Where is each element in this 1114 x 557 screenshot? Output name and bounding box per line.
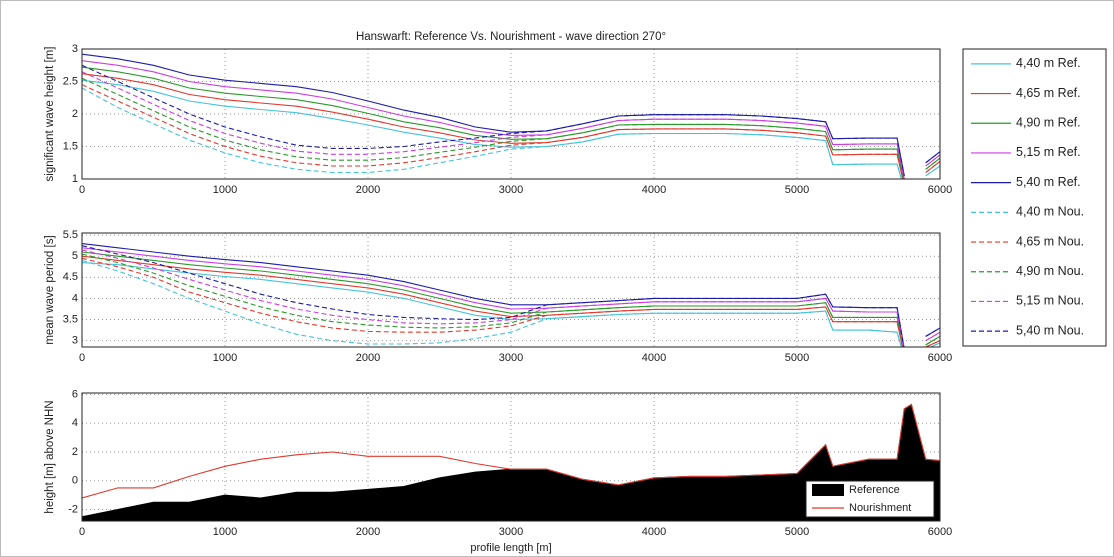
x-tick-label: 1000 xyxy=(213,526,237,538)
chart-title: Hanswarft: Reference Vs. Nourishment - w… xyxy=(356,31,666,43)
legend-label: Nourishment xyxy=(849,502,911,514)
legend-label: 4,90 m Ref. xyxy=(1016,116,1081,130)
x-tick-label: 4000 xyxy=(642,184,666,196)
line xyxy=(925,160,940,173)
line xyxy=(929,342,940,347)
y-tick-label: 1.5 xyxy=(63,140,78,152)
line xyxy=(925,157,940,170)
x-tick-label: 5000 xyxy=(785,184,809,196)
legend-label: 4,65 m Ref. xyxy=(1016,86,1081,100)
x-tick-label: 3000 xyxy=(499,526,523,538)
x-tick-label: 2000 xyxy=(356,184,380,196)
x-tick-label: 6000 xyxy=(928,526,952,538)
line xyxy=(925,151,940,164)
y-tick-label: 1 xyxy=(72,173,78,185)
series-group xyxy=(82,53,940,179)
series-group xyxy=(82,403,940,521)
line xyxy=(82,249,905,347)
line xyxy=(82,64,905,176)
y-axis-label: significant wave height [m] xyxy=(44,47,56,182)
legend-label: 5,40 m Nou. xyxy=(1016,323,1084,337)
x-tick-label: 1000 xyxy=(213,352,237,364)
y-tick-label: 3 xyxy=(72,43,78,55)
x-tick-label: 2000 xyxy=(356,526,380,538)
line xyxy=(82,257,904,347)
y-tick-label: 6 xyxy=(72,388,78,400)
x-tick-label: 5000 xyxy=(785,352,809,364)
line xyxy=(82,245,905,347)
line xyxy=(82,77,905,179)
y-tick-label: 2 xyxy=(72,446,78,458)
x-tick-label: 6000 xyxy=(928,352,952,364)
line xyxy=(82,87,903,179)
y-tick-label: 2.5 xyxy=(63,75,78,87)
y-axis-label: mean wave period [s] xyxy=(44,235,56,344)
legend-label: Reference xyxy=(849,484,900,496)
y-tick-label: 3 xyxy=(72,335,78,347)
legend-label: 5,15 m Nou. xyxy=(1016,294,1084,308)
line xyxy=(925,154,940,167)
line xyxy=(82,259,902,347)
line xyxy=(925,165,940,177)
x-tick-label: 0 xyxy=(79,184,85,196)
line xyxy=(82,251,904,347)
legend-label: 4,65 m Nou. xyxy=(1016,234,1084,248)
x-tick-label: 5000 xyxy=(785,526,809,538)
legend-label: 4,40 m Ref. xyxy=(1016,56,1081,70)
legend-label: 5,15 m Ref. xyxy=(1016,145,1081,159)
y-tick-label: 5 xyxy=(72,250,78,262)
line xyxy=(925,331,940,342)
x-tick-label: 6000 xyxy=(928,184,952,196)
y-tick-label: 4 xyxy=(72,292,78,304)
y-tick-label: 4 xyxy=(72,417,78,429)
x-tick-label: 4000 xyxy=(642,352,666,364)
line xyxy=(925,335,940,346)
y-tick-label: -2 xyxy=(68,503,78,515)
line xyxy=(82,84,904,179)
axes-box xyxy=(81,48,941,180)
line xyxy=(925,327,940,337)
y-tick-label: 4.5 xyxy=(63,271,78,283)
x-tick-label: 0 xyxy=(79,352,85,364)
series-group xyxy=(82,243,940,347)
y-tick-label: 5.5 xyxy=(63,229,78,241)
line xyxy=(925,340,940,347)
axes-box xyxy=(81,392,941,522)
legend-label: 4,90 m Nou. xyxy=(1016,264,1084,278)
x-axis-label: profile length [m] xyxy=(470,542,551,554)
legend-swatch xyxy=(812,484,844,496)
x-tick-label: 4000 xyxy=(642,526,666,538)
x-tick-label: 3000 xyxy=(499,352,523,364)
line xyxy=(82,79,903,179)
x-tick-label: 0 xyxy=(79,526,85,538)
line xyxy=(82,247,905,347)
legend-box xyxy=(962,48,1107,347)
x-tick-label: 3000 xyxy=(499,184,523,196)
x-tick-label: 2000 xyxy=(356,352,380,364)
y-tick-label: 2 xyxy=(72,108,78,120)
line xyxy=(82,243,905,347)
y-tick-label: 3.5 xyxy=(63,313,78,325)
legend-label: 5,40 m Ref. xyxy=(1016,175,1081,189)
line xyxy=(82,71,905,179)
line xyxy=(82,255,904,347)
y-tick-label: 0 xyxy=(72,475,78,487)
x-tick-label: 1000 xyxy=(213,184,237,196)
axes-box xyxy=(81,232,941,348)
y-axis-label: height [m] above NHN xyxy=(44,400,56,513)
legend-label: 4,40 m Nou. xyxy=(1016,205,1084,219)
line xyxy=(82,253,904,347)
line xyxy=(82,403,940,499)
